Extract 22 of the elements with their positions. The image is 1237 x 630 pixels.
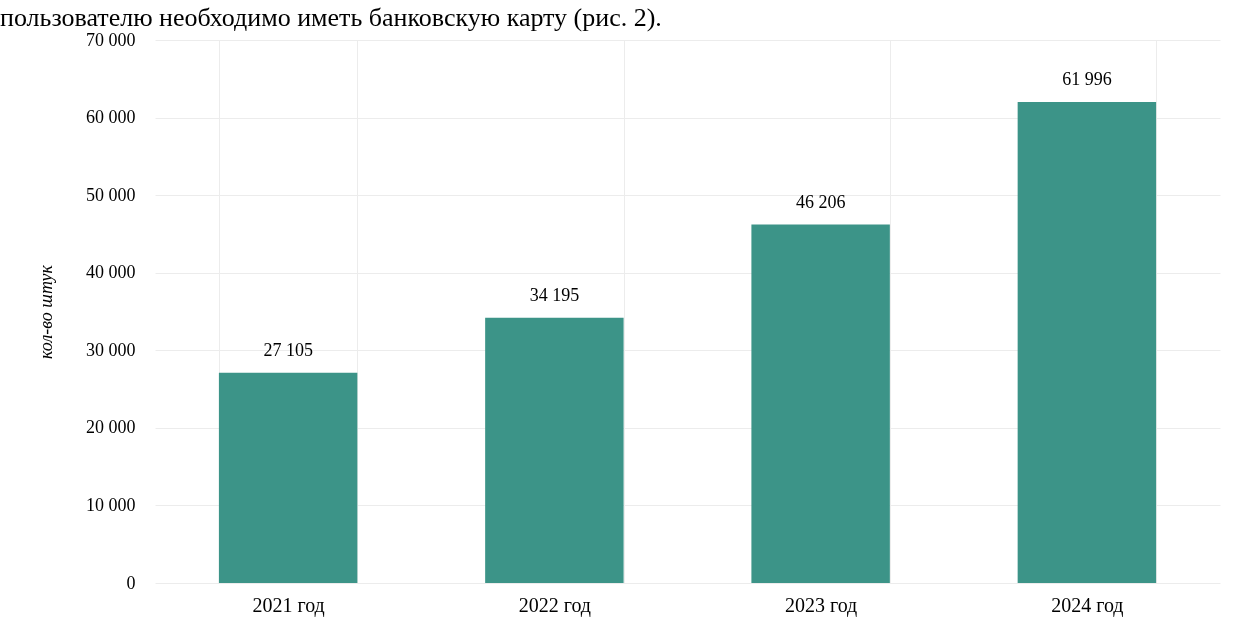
bar (751, 224, 890, 583)
y-tick-label: 70 000 (86, 29, 136, 50)
bar (485, 317, 624, 583)
text: пользователю необходимо иметь банковскую карту (рис. 2). (0, 3, 662, 32)
data-label: 46 206 (795, 191, 846, 212)
y-tick-label: 20 000 (86, 417, 136, 438)
x-tick-label: 2022 год (518, 593, 592, 617)
y-tick-label: 0 (126, 572, 136, 593)
y-tick-label: 40 000 (86, 262, 136, 283)
bar (218, 372, 358, 583)
y-tick-label: 30 000 (86, 339, 136, 360)
bar (1017, 102, 1157, 583)
data-label: 27 105 (263, 339, 313, 360)
x-tick-label: 2021 год (252, 593, 325, 617)
y-tick-label: 50 000 (86, 184, 136, 205)
data-label: 61 996 (1062, 69, 1112, 90)
y-axis-title: кол-во штук (36, 264, 56, 359)
y-tick-label: 60 000 (86, 107, 136, 128)
x-tick-label: 2024 год (1051, 593, 1124, 617)
y-tick-label: 10 000 (86, 494, 136, 515)
data-label: 34 195 (529, 284, 580, 305)
x-tick-label: 2023 год (784, 593, 858, 617)
